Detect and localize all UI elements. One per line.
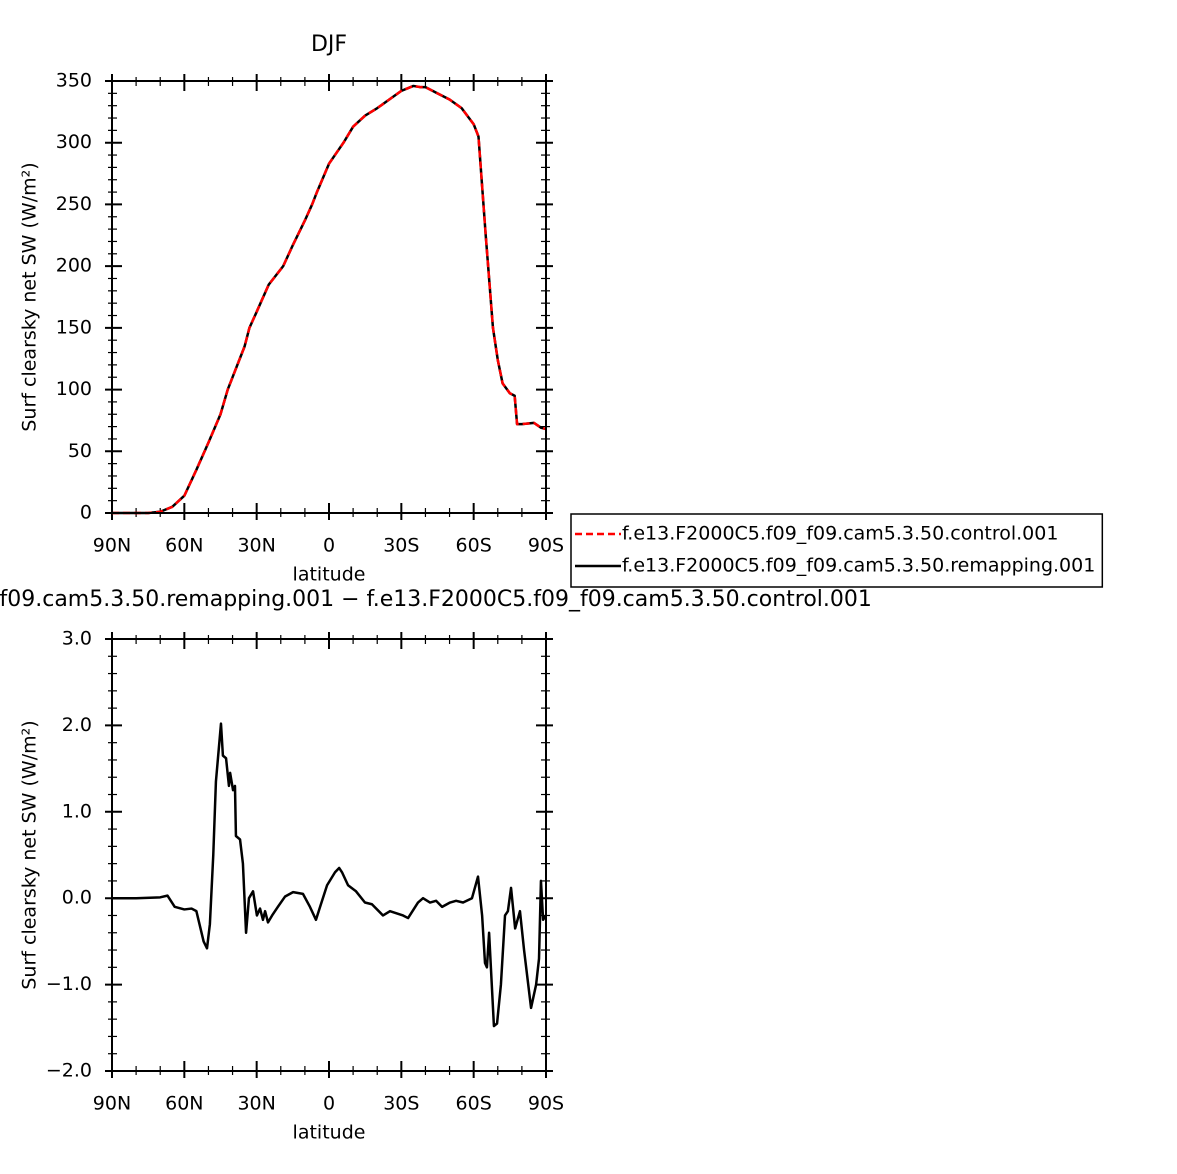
x-tick-label: 60S xyxy=(456,535,492,557)
x-tick-label: 60N xyxy=(165,1093,203,1115)
y-tick-label: 350 xyxy=(56,70,92,92)
y-tick-label: 2.0 xyxy=(62,714,92,736)
x-tick-label: 0 xyxy=(323,535,335,557)
y-tick-label: −2.0 xyxy=(46,1060,92,1082)
y-tick-label: 0 xyxy=(80,502,92,524)
x-tick-label: 60N xyxy=(165,535,203,557)
legend-label: f.e13.F2000C5.f09_f09.cam5.3.50.control.… xyxy=(622,523,1058,545)
x-tick-label: 30N xyxy=(237,1093,275,1115)
x-tick-label: 90N xyxy=(93,535,131,557)
x-tick-label: 60S xyxy=(456,1093,492,1115)
x-tick-label: 90N xyxy=(93,1093,131,1115)
y-tick-label: 3.0 xyxy=(62,628,92,650)
y-tick-label: 250 xyxy=(56,193,92,215)
y-tick-label: 50 xyxy=(68,440,92,462)
y-axis-label: Surf clearsky net SW (W/m²) xyxy=(19,720,41,989)
y-tick-label: 0.0 xyxy=(62,887,92,909)
x-tick-label: 30S xyxy=(383,1093,419,1115)
plot-frame xyxy=(111,80,547,514)
chart-title: f.e13.F2000C5.f09_f09.cam5.3.50.remappin… xyxy=(0,587,872,612)
plot-frame xyxy=(111,638,547,1072)
legend-box xyxy=(570,513,1104,588)
series-line xyxy=(112,84,547,515)
x-axis-label: latitude xyxy=(293,1122,366,1144)
y-tick-label: −1.0 xyxy=(46,973,92,995)
y-tick-label: 300 xyxy=(56,131,92,153)
x-tick-label: 0 xyxy=(323,1093,335,1115)
legend-label: f.e13.F2000C5.f09_f09.cam5.3.50.remappin… xyxy=(622,555,1095,577)
legend: f.e13.F2000C5.f09_f09.cam5.3.50.control.… xyxy=(570,513,1104,588)
x-tick-label: 30S xyxy=(383,535,419,557)
y-tick-label: 150 xyxy=(56,316,92,338)
x-tick-label: 90S xyxy=(528,535,564,557)
y-tick-label: 1.0 xyxy=(62,800,92,822)
x-tick-label: 90S xyxy=(528,1093,564,1115)
chart-title: DJF xyxy=(311,32,347,57)
y-tick-label: 200 xyxy=(56,255,92,277)
x-tick-label: 30N xyxy=(237,535,275,557)
data-line xyxy=(112,722,548,1028)
x-axis-label: latitude xyxy=(293,564,366,586)
y-axis-label: Surf clearsky net SW (W/m²) xyxy=(19,162,41,431)
series-line xyxy=(112,84,547,515)
y-tick-label: 100 xyxy=(56,378,92,400)
